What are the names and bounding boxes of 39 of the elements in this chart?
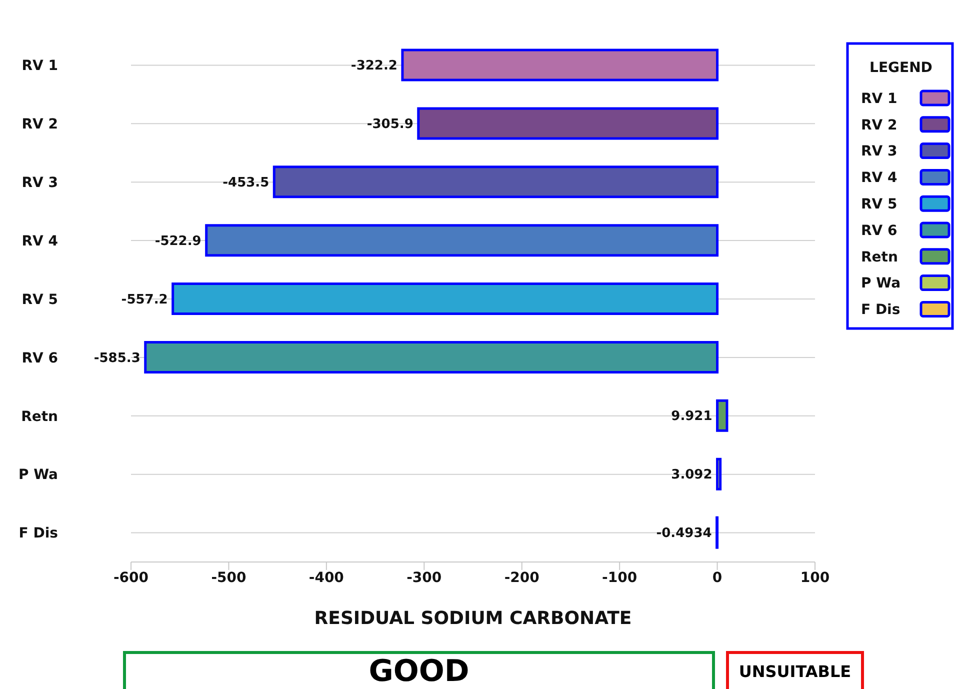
legend-label: RV 6 [861,222,898,239]
data-label: -585.3 [94,350,140,366]
data-label: -557.2 [121,292,168,308]
y-tick-label: RV 1 [22,58,58,74]
legend-label: RV 4 [861,170,898,186]
y-tick-label: F Dis [18,526,58,542]
y-tick-label: RV 6 [22,350,58,366]
x-tick-label: 0 [712,570,722,586]
y-tick-label: Retn [21,408,58,425]
data-label: -322.2 [350,58,398,74]
x-tick-label: -200 [504,570,540,586]
data-label: -453.5 [222,175,270,190]
x-tick-label: -100 [602,570,638,586]
legend-label: RV 1 [861,90,898,107]
data-label: 9.921 [671,409,712,424]
data-label: -0.4934 [656,526,712,542]
legend-label: RV 2 [861,117,898,134]
text: UNSUITABLE [738,662,852,680]
legend-label: Retn [861,249,898,266]
legend-label: RV 3 [861,144,898,160]
y-tick-label: RV 3 [22,175,58,192]
x-axis-title: RESIDUAL SODIUM CARBONATE [314,608,632,629]
text: GOOD [368,654,470,688]
legend-label: RV 5 [861,196,898,212]
data-label: 3.092 [671,468,712,483]
y-tick-label: RV 2 [22,116,58,133]
data-label: -305.9 [366,116,414,132]
legend-title: LEGEND [870,60,932,76]
legend-label: P Wa [861,276,901,292]
data-label: -522.9 [154,234,202,249]
x-tick-label: 100 [800,570,830,586]
y-tick-label: RV 4 [22,233,58,250]
y-tick-label: RV 5 [22,292,58,308]
legend-label: F Dis [861,302,900,318]
x-tick-label: -400 [308,570,344,586]
x-tick-label: -300 [406,570,442,586]
x-tick-label: -600 [113,570,149,586]
y-tick-label: P Wa [18,467,58,484]
x-tick-label: -500 [211,570,246,586]
